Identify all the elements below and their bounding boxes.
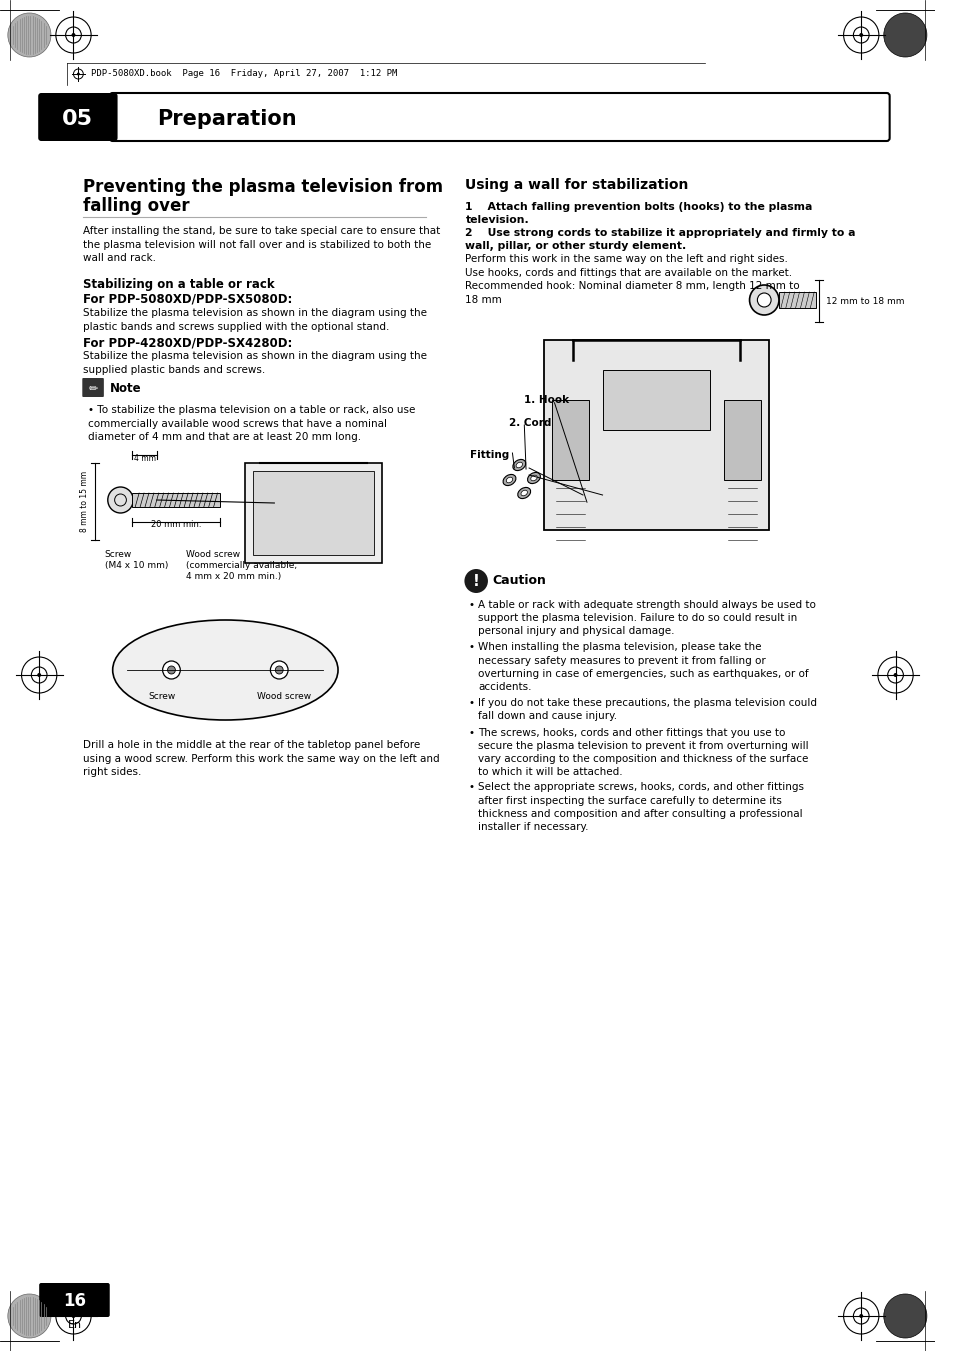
Text: Caution: Caution bbox=[493, 574, 546, 588]
Text: 4 mm: 4 mm bbox=[133, 454, 155, 463]
Bar bbox=[602, 370, 710, 430]
Bar bbox=[551, 400, 588, 480]
Circle shape bbox=[275, 666, 283, 674]
Text: Stabilize the plasma television as shown in the diagram using the
supplied plast: Stabilize the plasma television as shown… bbox=[83, 351, 427, 374]
Circle shape bbox=[108, 486, 133, 513]
Bar bbox=[245, 463, 382, 563]
Text: Perform this work in the same way on the left and right sides.
Use hooks, cords : Perform this work in the same way on the… bbox=[465, 254, 800, 305]
Text: For PDP-4280XD/PDP-SX4280D:: For PDP-4280XD/PDP-SX4280D: bbox=[83, 336, 293, 350]
Text: Fitting: Fitting bbox=[470, 450, 509, 459]
Text: 16: 16 bbox=[63, 1292, 86, 1310]
Text: Screw: Screw bbox=[148, 692, 175, 701]
Circle shape bbox=[882, 14, 926, 57]
Text: After installing the stand, be sure to take special care to ensure that
the plas: After installing the stand, be sure to t… bbox=[83, 226, 440, 263]
Text: Preparation: Preparation bbox=[156, 109, 296, 128]
Ellipse shape bbox=[520, 490, 527, 496]
Text: Preventing the plasma television from: Preventing the plasma television from bbox=[83, 178, 443, 196]
Text: For PDP-5080XD/PDP-SX5080D:: For PDP-5080XD/PDP-SX5080D: bbox=[83, 292, 293, 305]
Ellipse shape bbox=[502, 474, 516, 485]
Circle shape bbox=[71, 32, 75, 36]
Text: 8 mm to 15 mm: 8 mm to 15 mm bbox=[80, 471, 89, 532]
Bar bbox=[543, 340, 768, 530]
Ellipse shape bbox=[530, 476, 537, 481]
Bar bbox=[723, 400, 760, 480]
Text: Select the appropriate screws, hooks, cords, and other fittings
after first insp: Select the appropriate screws, hooks, co… bbox=[477, 782, 803, 832]
Ellipse shape bbox=[517, 488, 530, 499]
Bar bbox=[778, 292, 816, 308]
Circle shape bbox=[893, 673, 897, 677]
Text: 2    Use strong cords to stabilize it appropriately and firmly to a
wall, pillar: 2 Use strong cords to stabilize it appro… bbox=[465, 228, 855, 251]
Circle shape bbox=[464, 569, 487, 593]
Text: •: • bbox=[468, 697, 474, 708]
Text: 1. Hook: 1. Hook bbox=[523, 394, 569, 405]
Text: Wood screw: Wood screw bbox=[256, 692, 311, 701]
Text: Wood screw
(commercially available,
4 mm x 20 mm min.): Wood screw (commercially available, 4 mm… bbox=[186, 550, 297, 581]
Text: En: En bbox=[68, 1320, 81, 1329]
Text: Screw
(M4 x 10 mm): Screw (M4 x 10 mm) bbox=[105, 550, 168, 570]
Text: •: • bbox=[468, 643, 474, 653]
Text: 2. Cord: 2. Cord bbox=[509, 417, 551, 428]
Ellipse shape bbox=[513, 459, 525, 470]
FancyBboxPatch shape bbox=[38, 93, 117, 141]
Text: Stabilize the plasma television as shown in the diagram using the
plastic bands : Stabilize the plasma television as shown… bbox=[83, 308, 427, 331]
Text: Note: Note bbox=[110, 382, 141, 396]
Circle shape bbox=[882, 1294, 926, 1337]
Circle shape bbox=[71, 1315, 75, 1319]
Bar bbox=[253, 471, 374, 555]
Circle shape bbox=[114, 494, 126, 507]
Text: •: • bbox=[468, 782, 474, 793]
Circle shape bbox=[8, 1294, 51, 1337]
FancyBboxPatch shape bbox=[110, 93, 889, 141]
Text: 1    Attach falling prevention bolts (hooks) to the plasma
television.: 1 Attach falling prevention bolts (hooks… bbox=[465, 203, 812, 226]
Circle shape bbox=[8, 14, 51, 57]
Text: A table or rack with adequate strength should always be used to
support the plas: A table or rack with adequate strength s… bbox=[477, 600, 815, 636]
Circle shape bbox=[162, 661, 180, 680]
Circle shape bbox=[757, 293, 770, 307]
Text: If you do not take these precautions, the plasma television could
fall down and : If you do not take these precautions, th… bbox=[477, 697, 817, 720]
Text: falling over: falling over bbox=[83, 197, 190, 215]
Ellipse shape bbox=[112, 620, 337, 720]
Circle shape bbox=[77, 73, 80, 76]
Text: When installing the plasma television, please take the
necessary safety measures: When installing the plasma television, p… bbox=[477, 643, 808, 692]
Circle shape bbox=[749, 285, 778, 315]
Text: ✏: ✏ bbox=[89, 384, 97, 394]
Circle shape bbox=[859, 32, 862, 36]
Text: The screws, hooks, cords and other fittings that you use to
secure the plasma te: The screws, hooks, cords and other fitti… bbox=[477, 727, 808, 777]
Circle shape bbox=[37, 673, 41, 677]
Text: Using a wall for stabilization: Using a wall for stabilization bbox=[465, 178, 688, 192]
FancyBboxPatch shape bbox=[39, 1283, 110, 1317]
Circle shape bbox=[168, 666, 175, 674]
Text: PDP-5080XD.book  Page 16  Friday, April 27, 2007  1:12 PM: PDP-5080XD.book Page 16 Friday, April 27… bbox=[91, 69, 397, 78]
Ellipse shape bbox=[506, 477, 512, 482]
Text: 12 mm to 18 mm: 12 mm to 18 mm bbox=[825, 296, 903, 305]
Circle shape bbox=[859, 1315, 862, 1319]
Text: •: • bbox=[468, 600, 474, 611]
Circle shape bbox=[270, 661, 288, 680]
Text: • To stabilize the plasma television on a table or rack, also use
commercially a: • To stabilize the plasma television on … bbox=[88, 405, 416, 442]
Ellipse shape bbox=[516, 462, 522, 467]
Text: Drill a hole in the middle at the rear of the tabletop panel before
using a wood: Drill a hole in the middle at the rear o… bbox=[83, 740, 439, 777]
FancyBboxPatch shape bbox=[82, 378, 104, 397]
Text: !: ! bbox=[473, 574, 479, 589]
Text: •: • bbox=[468, 727, 474, 738]
Text: 20 mm min.: 20 mm min. bbox=[151, 520, 201, 530]
Text: Stabilizing on a table or rack: Stabilizing on a table or rack bbox=[83, 278, 274, 290]
Bar bbox=[132, 493, 220, 507]
Ellipse shape bbox=[527, 473, 539, 484]
Text: 05: 05 bbox=[62, 109, 92, 128]
